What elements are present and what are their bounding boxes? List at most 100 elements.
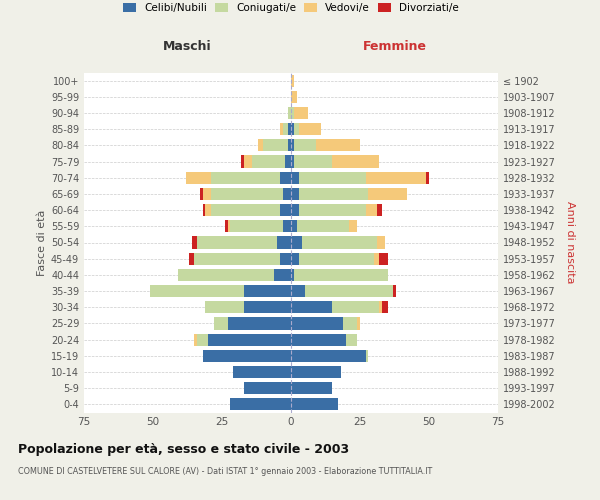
Bar [343,318,357,330]
Bar [316,140,360,151]
Bar [208,334,291,345]
Legend: Celibi/Nubili, Coniugati/e, Vedovi/e, Divorziati/e: Celibi/Nubili, Coniugati/e, Vedovi/e, Di… [123,3,459,13]
Bar [233,366,291,378]
Bar [291,123,294,135]
Bar [227,220,230,232]
Bar [253,156,286,168]
Bar [299,204,365,216]
Bar [186,172,211,184]
Bar [197,236,277,248]
Bar [291,74,294,86]
Bar [230,398,291,410]
Bar [214,318,227,330]
Bar [241,156,244,168]
Bar [291,285,305,297]
Bar [203,204,205,216]
Bar [349,220,357,232]
Bar [205,204,211,216]
Bar [291,382,332,394]
Bar [211,188,283,200]
Bar [379,301,382,314]
Bar [178,269,274,281]
Bar [244,285,291,297]
Bar [205,301,244,314]
Bar [302,236,377,248]
Bar [280,252,291,265]
Bar [291,156,294,168]
Bar [263,140,288,151]
Bar [280,204,291,216]
Bar [291,334,346,345]
Y-axis label: Anni di nascita: Anni di nascita [565,201,575,283]
Bar [197,334,208,345]
Bar [379,252,388,265]
Bar [426,172,429,184]
Bar [294,140,316,151]
Bar [291,252,299,265]
Bar [277,236,291,248]
Bar [374,252,379,265]
Text: Popolazione per età, sesso e stato civile - 2003: Popolazione per età, sesso e stato civil… [18,442,349,456]
Bar [280,172,291,184]
Bar [225,220,227,232]
Bar [291,301,332,314]
Bar [291,204,299,216]
Bar [283,123,288,135]
Bar [189,252,194,265]
Text: Maschi: Maschi [163,40,212,53]
Bar [230,220,283,232]
Bar [244,301,291,314]
Bar [203,350,291,362]
Bar [299,252,374,265]
Bar [332,301,379,314]
Bar [291,220,296,232]
Bar [365,204,377,216]
Bar [382,301,388,314]
Bar [294,269,388,281]
Bar [365,172,426,184]
Bar [191,236,197,248]
Bar [283,188,291,200]
Bar [227,318,291,330]
Bar [291,398,338,410]
Bar [288,123,291,135]
Bar [244,382,291,394]
Bar [294,123,299,135]
Bar [346,334,357,345]
Bar [150,285,244,297]
Bar [294,107,308,119]
Bar [291,188,299,200]
Bar [296,220,349,232]
Bar [368,188,407,200]
Bar [211,172,280,184]
Bar [200,188,203,200]
Bar [280,123,283,135]
Bar [194,334,197,345]
Bar [377,204,382,216]
Bar [291,90,296,103]
Text: COMUNE DI CASTELVETERE SUL CALORE (AV) - Dati ISTAT 1° gennaio 2003 - Elaborazio: COMUNE DI CASTELVETERE SUL CALORE (AV) -… [18,468,432,476]
Bar [377,236,385,248]
Bar [291,140,294,151]
Bar [291,107,294,119]
Bar [291,236,302,248]
Bar [291,350,365,362]
Bar [299,188,368,200]
Bar [332,156,379,168]
Bar [258,140,263,151]
Bar [274,269,291,281]
Bar [291,269,294,281]
Bar [286,156,291,168]
Bar [244,156,253,168]
Bar [203,188,211,200]
Bar [365,350,368,362]
Bar [299,172,365,184]
Bar [305,285,393,297]
Bar [288,107,291,119]
Bar [291,318,343,330]
Bar [288,140,291,151]
Bar [393,285,396,297]
Bar [291,366,341,378]
Bar [194,252,280,265]
Bar [299,123,322,135]
